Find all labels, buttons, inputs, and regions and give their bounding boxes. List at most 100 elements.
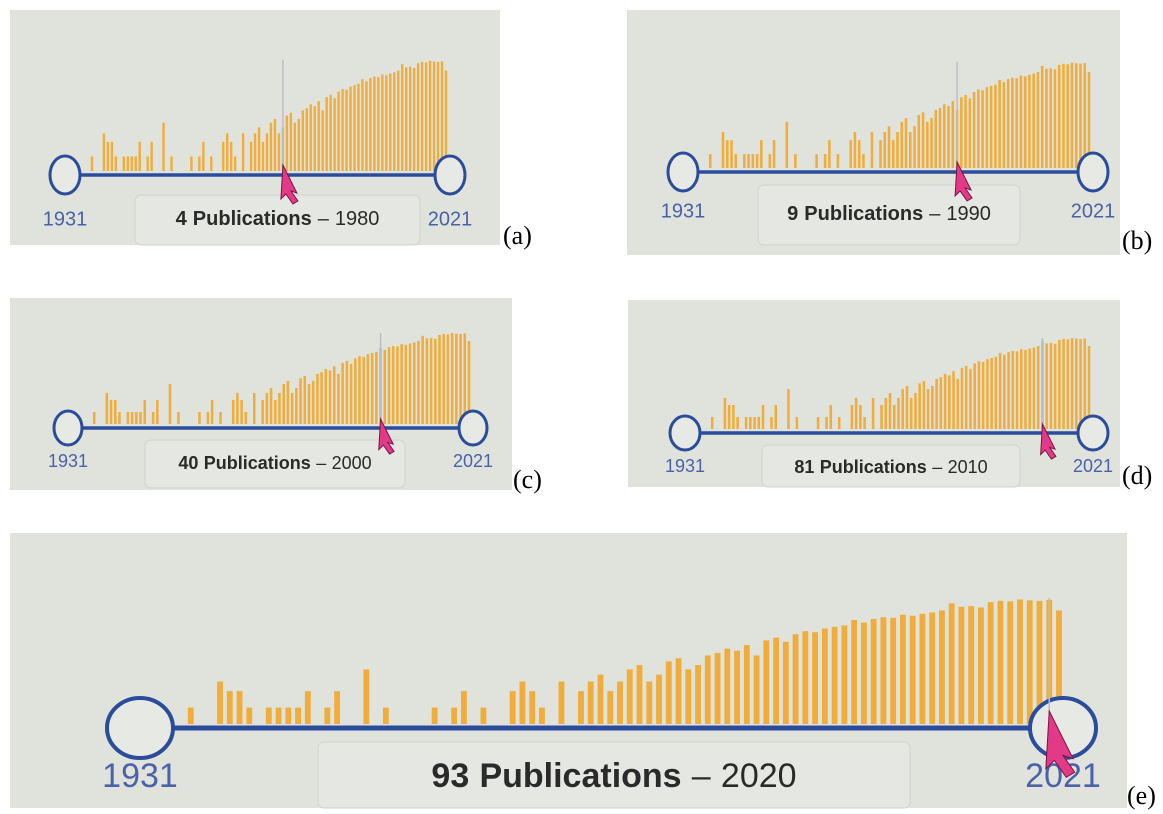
year-bar — [375, 352, 378, 424]
year-bar — [1017, 600, 1023, 724]
year-bar — [940, 377, 943, 429]
year-bar — [346, 361, 349, 424]
year-bar — [879, 140, 882, 168]
year-bar — [1015, 78, 1018, 168]
year-bar — [385, 75, 387, 171]
year-bar — [961, 368, 964, 429]
year-bar — [329, 370, 332, 424]
year-bar — [743, 154, 746, 168]
year-bar — [1079, 64, 1082, 168]
year-bar — [354, 358, 357, 424]
year-bar — [234, 156, 236, 171]
year-bar — [1049, 68, 1052, 168]
year-bar — [998, 601, 1004, 724]
year-bar — [93, 412, 96, 424]
year-bar — [405, 67, 407, 171]
slider-start-handle[interactable] — [668, 153, 698, 191]
slider-start-handle[interactable] — [50, 156, 80, 194]
end-year: 2021 — [428, 208, 473, 230]
count: 81 — [794, 457, 814, 477]
year-bar — [817, 417, 820, 429]
slider-end-handle[interactable] — [435, 156, 465, 194]
year-bar — [421, 62, 423, 171]
year-bar — [901, 389, 904, 429]
slider-end-handle[interactable] — [1078, 416, 1108, 450]
year-bar — [455, 334, 458, 424]
year-bar — [815, 154, 818, 168]
year-bar — [736, 417, 739, 429]
slider-start-handle[interactable] — [670, 416, 700, 450]
year-bar — [588, 681, 594, 724]
year-bar — [409, 343, 412, 424]
year-bar — [219, 412, 222, 424]
year-bar — [266, 393, 269, 424]
year-bar — [417, 341, 420, 424]
year-bar — [246, 708, 252, 724]
year-bar — [447, 334, 450, 424]
year-bar — [774, 405, 777, 429]
year-bar — [298, 119, 300, 171]
start-year: 1931 — [665, 456, 705, 476]
year-bar — [968, 606, 974, 724]
year-bar — [695, 665, 701, 724]
year-bar — [888, 126, 891, 168]
year-bar — [1012, 351, 1015, 429]
year-bar — [762, 405, 765, 429]
separator: – — [692, 757, 711, 795]
year-bar — [539, 708, 545, 724]
year-bar — [226, 133, 228, 171]
year-bar — [295, 708, 301, 724]
year-bar — [734, 651, 740, 724]
year-bar — [939, 108, 942, 168]
year-bar — [274, 400, 277, 424]
year-bar — [118, 412, 121, 424]
year-bar — [188, 708, 194, 724]
year-bar — [150, 142, 152, 171]
year-bar — [880, 617, 886, 724]
year-bar — [578, 691, 584, 724]
year-bar — [464, 333, 467, 424]
year-bar — [802, 631, 808, 724]
year-bar — [1011, 78, 1014, 168]
year-bar — [973, 363, 976, 429]
count: 93 — [431, 757, 469, 795]
slider-end-handle[interactable] — [459, 411, 487, 445]
slider-start-handle[interactable] — [107, 698, 173, 758]
year-bar — [115, 156, 117, 171]
year-bar — [337, 374, 340, 424]
year-bar — [793, 634, 799, 724]
year-bar — [381, 74, 383, 171]
year-bar — [106, 393, 109, 424]
year-bar — [969, 369, 972, 429]
year-bar — [270, 123, 272, 171]
slider-end-handle[interactable] — [1078, 153, 1108, 191]
separator: – — [929, 203, 941, 225]
year-bar — [254, 133, 256, 171]
year-bar — [773, 140, 776, 168]
caption-word: Publications — [804, 203, 923, 225]
year-bar — [227, 691, 233, 724]
year-bar — [461, 691, 467, 724]
year-bar — [1062, 64, 1065, 168]
year-bar — [294, 123, 296, 171]
year-bar — [952, 101, 955, 168]
year-bar — [353, 85, 355, 171]
year-bar — [913, 126, 916, 168]
year-bar — [304, 376, 307, 424]
panel-label: (d) — [1122, 461, 1152, 490]
slider-start-handle[interactable] — [54, 411, 82, 445]
year-bar — [318, 101, 320, 171]
year-bar — [369, 78, 371, 171]
year-bar — [824, 154, 827, 168]
year-bar — [794, 154, 797, 168]
separator: – — [316, 453, 326, 473]
start-year: 1931 — [43, 208, 88, 230]
year-bar — [999, 353, 1002, 429]
year-bar — [222, 142, 224, 171]
year-bar — [367, 354, 370, 424]
year-bar — [923, 381, 926, 429]
year-bar — [726, 140, 729, 168]
year-bar — [952, 371, 955, 429]
year-bar — [393, 72, 395, 171]
year-bar — [959, 607, 965, 724]
